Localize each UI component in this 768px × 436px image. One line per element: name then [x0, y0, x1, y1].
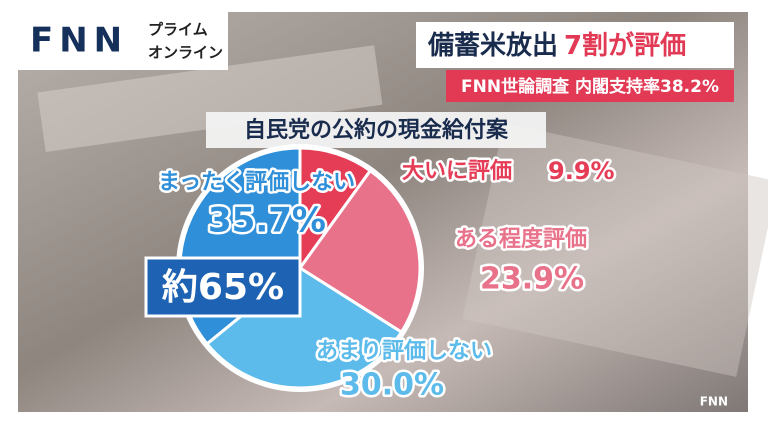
slice-label: ある程度評価	[455, 226, 587, 252]
value-label: 30.0%	[340, 368, 444, 403]
headline-part: 7割が評価	[564, 30, 686, 61]
logo-box	[18, 12, 228, 70]
chart-title: 自民党の公約の現金給付案	[244, 117, 509, 143]
headline-box	[416, 22, 734, 68]
logo-text: オンライン	[148, 44, 223, 62]
headline-part: 備蓄米放出	[427, 31, 558, 61]
logo-text: プライム	[148, 21, 208, 39]
banknote	[462, 123, 768, 377]
pie-slice	[297, 168, 422, 335]
title-box	[206, 112, 546, 148]
value-label: 35.7%	[208, 201, 326, 241]
annotation-box	[144, 256, 302, 318]
value-label: 9.9%	[548, 157, 615, 185]
logo-brand: FNN	[30, 21, 128, 61]
subheadline: FNN世論調査 内閣支持率38.2%	[461, 76, 719, 97]
corner-logo: FNN	[700, 395, 728, 409]
slice-label: あまり評価しない	[316, 339, 492, 364]
value-label: 23.9%	[480, 262, 584, 297]
headline: 備蓄米放出 7割が評価	[427, 30, 686, 61]
banknote	[37, 45, 383, 152]
annotation: 約65%	[162, 267, 284, 308]
slice-label: まったく評価しない	[158, 170, 355, 195]
labels: 大いに評価 9.9% ある程度評価 23.9% あまり評価しない 30.0% まったく評価し…	[156, 155, 618, 406]
subheadline-box	[446, 70, 734, 102]
slice-label: 大いに評価	[402, 159, 512, 184]
pie-slice	[204, 266, 404, 390]
